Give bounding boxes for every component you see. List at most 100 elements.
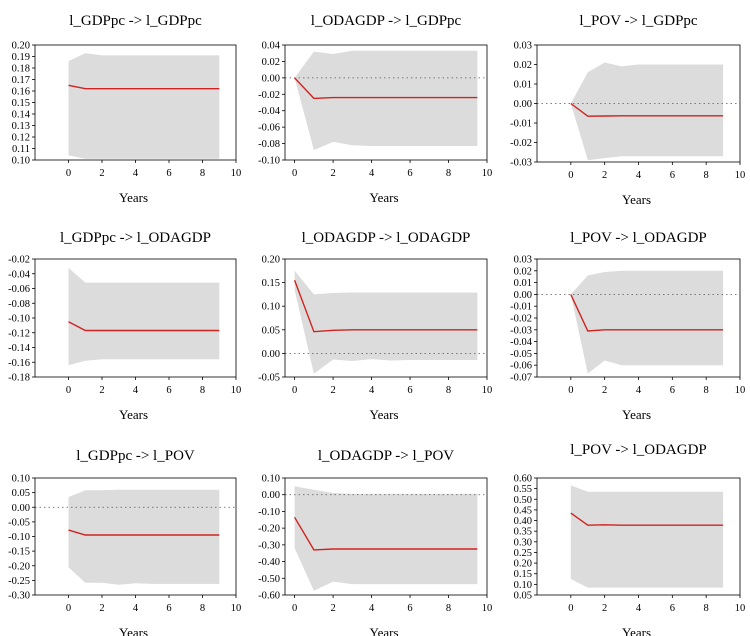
irf-line — [68, 529, 220, 536]
x-tick-label: 4 — [133, 168, 139, 179]
y-tick-label: -0.40 — [258, 557, 280, 568]
x-tick-label: 2 — [330, 603, 335, 614]
x-tick-label: 2 — [99, 385, 104, 396]
y-tick-label: -0.04 — [8, 269, 31, 280]
y-tick-label: -0.04 — [510, 337, 533, 348]
y-tick-label: -0.10 — [258, 156, 280, 167]
y-tick-label: -0.12 — [8, 328, 30, 339]
x-tick-label: 4 — [636, 385, 642, 396]
x-tick-label: 6 — [407, 168, 412, 179]
x-axis-label: Years — [369, 407, 398, 422]
y-tick-label: 0.02 — [514, 60, 532, 71]
x-tick-label: 8 — [446, 385, 451, 396]
y-tick-label: 0.60 — [514, 474, 532, 485]
y-tick-label: -0.15 — [8, 547, 30, 558]
y-tick-label: -0.10 — [8, 532, 30, 543]
panel-title: l_POV -> l_GDPpc — [579, 13, 698, 29]
confidence-band — [294, 50, 478, 151]
y-tick-label: -0.01 — [510, 119, 532, 130]
y-tick-label: 0.00 — [514, 290, 532, 301]
x-tick-label: 2 — [602, 385, 607, 396]
y-tick-label: -0.20 — [258, 524, 280, 535]
y-tick-label: 0.20 — [262, 255, 280, 266]
confidence-band — [294, 270, 478, 374]
y-tick-label: 0.19 — [12, 52, 30, 63]
x-tick-label: 10 — [735, 170, 746, 181]
x-tick-label: 4 — [369, 385, 375, 396]
x-tick-label: 10 — [482, 603, 493, 614]
x-tick-label: 4 — [133, 385, 139, 396]
irf-line — [294, 77, 478, 100]
x-tick-label: 2 — [99, 603, 104, 614]
panel-title: l_GDPpc -> l_ODAGDP — [60, 230, 211, 246]
y-tick-label: -0.20 — [8, 561, 30, 572]
x-tick-label: 0 — [568, 385, 573, 396]
y-tick-label: -0.50 — [258, 574, 280, 585]
panel-title: l_GDPpc -> l_POV — [76, 448, 195, 464]
irf-panel-8: 0.10 0.00 -0.10 -0.20 -0.30 -0.40 -0.50 -0.60 0 2… — [258, 448, 492, 636]
irf-line — [68, 84, 220, 90]
x-tick-label: 2 — [602, 170, 607, 181]
y-tick-label: 0.14 — [12, 110, 31, 121]
y-tick-label: 0.00 — [12, 503, 30, 514]
y-tick-label: 0.01 — [514, 278, 532, 289]
x-tick-label: 6 — [166, 168, 171, 179]
y-tick-label: 0.10 — [262, 474, 280, 485]
x-tick-label: 6 — [166, 385, 171, 396]
x-tick-label: 6 — [407, 603, 412, 614]
x-tick-label: 6 — [670, 385, 675, 396]
x-tick-label: 2 — [330, 168, 335, 179]
y-tick-label: 0.40 — [514, 516, 532, 527]
y-tick-label: 0.00 — [262, 349, 280, 360]
irf-line — [570, 294, 724, 332]
panel-title: l_GDPpc -> l_GDPpc — [69, 13, 202, 29]
x-tick-label: 0 — [292, 603, 297, 614]
y-tick-label: 0.12 — [12, 133, 30, 144]
x-tick-label: 8 — [200, 168, 205, 179]
confidence-band — [68, 267, 220, 366]
plot-frame — [284, 44, 488, 161]
x-tick-label: 10 — [231, 385, 242, 396]
panel-title: l_ODAGDP -> l_ODAGDP — [302, 230, 471, 246]
irf-panel-1: 0.200.190.180.170.160.150.140.130.120.11… — [12, 13, 242, 205]
x-axis-label: Years — [622, 192, 651, 207]
x-tick-label: 8 — [704, 603, 709, 614]
y-tick-label: 0.11 — [12, 144, 30, 155]
x-tick-label: 6 — [670, 603, 675, 614]
y-tick-label: -0.03 — [510, 325, 532, 336]
y-tick-label: -0.03 — [510, 158, 532, 169]
x-tick-label: 4 — [369, 603, 375, 614]
x-tick-label: 8 — [200, 603, 205, 614]
y-tick-label: -0.16 — [8, 358, 30, 369]
plot-frame — [284, 477, 488, 596]
x-tick-label: 10 — [231, 168, 242, 179]
x-tick-label: 0 — [568, 603, 573, 614]
y-tick-label: 0.10 — [262, 302, 280, 313]
y-tick-label: -0.02 — [510, 138, 532, 149]
x-axis-label: Years — [369, 625, 398, 636]
irf-line — [570, 512, 724, 526]
y-tick-label: -0.14 — [8, 343, 31, 354]
irf-line — [293, 279, 478, 333]
x-tick-label: 10 — [482, 168, 493, 179]
irf-line — [570, 102, 724, 117]
y-tick-label: -0.06 — [8, 284, 30, 295]
y-tick-label: -0.18 — [8, 373, 30, 384]
x-axis-label: Years — [119, 625, 148, 636]
y-tick-label: 0.20 — [12, 41, 30, 52]
y-tick-label: -0.05 — [8, 517, 30, 528]
x-axis-label: Years — [369, 190, 398, 205]
y-tick-label: 0.15 — [262, 278, 280, 289]
irf-panel-7: 0.10 0.05 0.00 -0.05 -0.10 -0.15 -0.20 -0.25 -0.… — [8, 448, 241, 636]
y-tick-label: -0.30 — [8, 591, 30, 602]
confidence-band — [68, 53, 220, 159]
panel-title: l_POV -> l_ODAGDP — [570, 442, 707, 458]
irf-line — [293, 516, 478, 551]
irf-panel-3: 0.03 0.02 0.01 0.00 -0.01 -0.02 -0.03 0 2 4 6 8 10 Ye… — [510, 13, 745, 207]
y-tick-label: 0.10 — [514, 580, 532, 591]
y-tick-label: -0.30 — [258, 540, 280, 551]
confidence-band — [570, 270, 724, 374]
y-tick-label: 0.03 — [514, 255, 532, 266]
plot-frame — [284, 258, 488, 378]
x-axis-label: Years — [119, 190, 148, 205]
